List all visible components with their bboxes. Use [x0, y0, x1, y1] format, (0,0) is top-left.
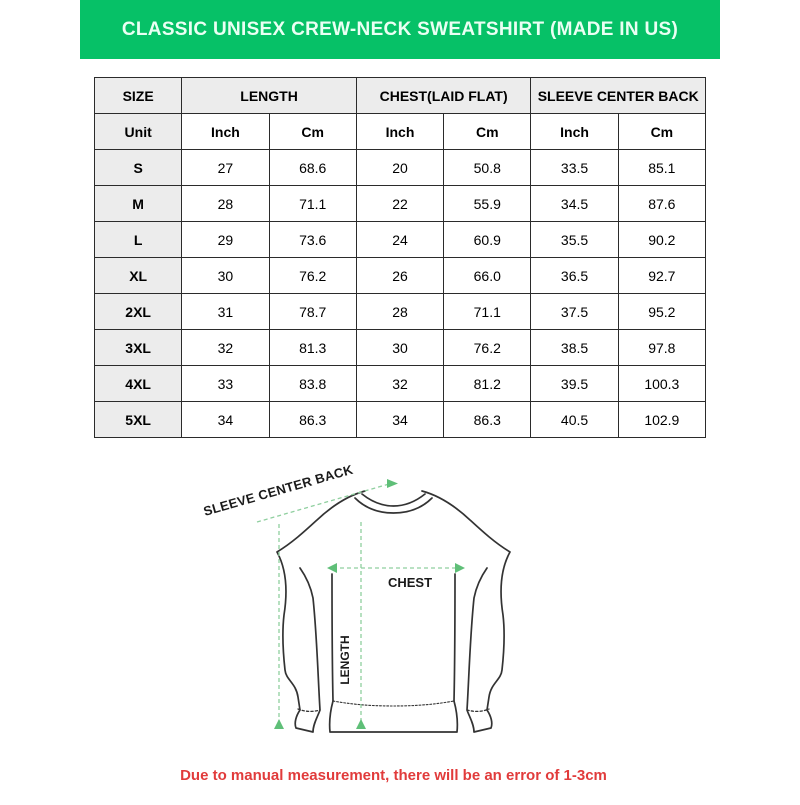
svg-text:Due to manual measurement, the: Due to manual measurement, there will be…: [180, 767, 607, 784]
svg-text:SLEEVE CENTER BACK: SLEEVE CENTER BACK: [202, 462, 355, 519]
svg-text:CHEST: CHEST: [388, 575, 432, 590]
svg-text:LENGTH: LENGTH: [338, 635, 352, 684]
